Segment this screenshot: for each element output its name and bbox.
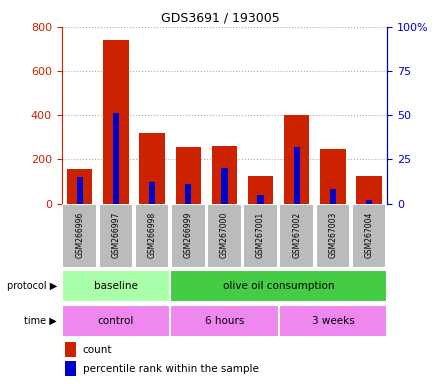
Bar: [135, 204, 169, 268]
Bar: [221, 168, 227, 204]
Bar: [248, 176, 273, 204]
Text: percentile rank within the sample: percentile rank within the sample: [83, 364, 259, 374]
Bar: [320, 149, 345, 204]
Bar: [279, 305, 387, 336]
Bar: [149, 182, 155, 204]
Bar: [62, 204, 97, 268]
Bar: [67, 169, 92, 204]
Bar: [356, 176, 382, 204]
Bar: [176, 147, 201, 204]
Bar: [139, 133, 165, 204]
Bar: [99, 204, 133, 268]
Bar: [65, 361, 76, 376]
Bar: [366, 200, 372, 204]
Bar: [293, 147, 300, 204]
Text: GSM267002: GSM267002: [292, 211, 301, 258]
Text: GSM266999: GSM266999: [184, 211, 193, 258]
Text: time ▶: time ▶: [25, 316, 57, 326]
Text: protocol ▶: protocol ▶: [7, 281, 57, 291]
Bar: [170, 270, 387, 302]
Bar: [315, 204, 350, 268]
Bar: [62, 270, 170, 302]
Bar: [170, 305, 279, 336]
Text: GSM267003: GSM267003: [328, 211, 337, 258]
Bar: [62, 305, 170, 336]
Text: GSM266996: GSM266996: [75, 211, 84, 258]
Bar: [243, 204, 278, 268]
Bar: [103, 40, 128, 204]
Bar: [212, 146, 237, 204]
Bar: [279, 204, 314, 268]
Text: 6 hours: 6 hours: [205, 316, 244, 326]
Text: baseline: baseline: [94, 281, 138, 291]
Bar: [330, 189, 336, 204]
Text: GSM267000: GSM267000: [220, 211, 229, 258]
Text: control: control: [98, 316, 134, 326]
Bar: [284, 115, 309, 204]
Text: GSM267001: GSM267001: [256, 211, 265, 258]
Bar: [257, 195, 264, 204]
Bar: [77, 177, 83, 204]
Text: GSM266997: GSM266997: [111, 211, 121, 258]
Text: GSM266998: GSM266998: [147, 211, 157, 258]
Bar: [65, 342, 76, 357]
Bar: [171, 204, 205, 268]
Text: GDS3691 / 193005: GDS3691 / 193005: [161, 12, 279, 25]
Bar: [207, 204, 242, 268]
Bar: [113, 113, 119, 204]
Text: GSM267004: GSM267004: [365, 211, 374, 258]
Text: 3 weeks: 3 weeks: [312, 316, 354, 326]
Text: olive oil consumption: olive oil consumption: [223, 281, 334, 291]
Text: count: count: [83, 345, 112, 355]
Bar: [352, 204, 386, 268]
Bar: [185, 184, 191, 204]
